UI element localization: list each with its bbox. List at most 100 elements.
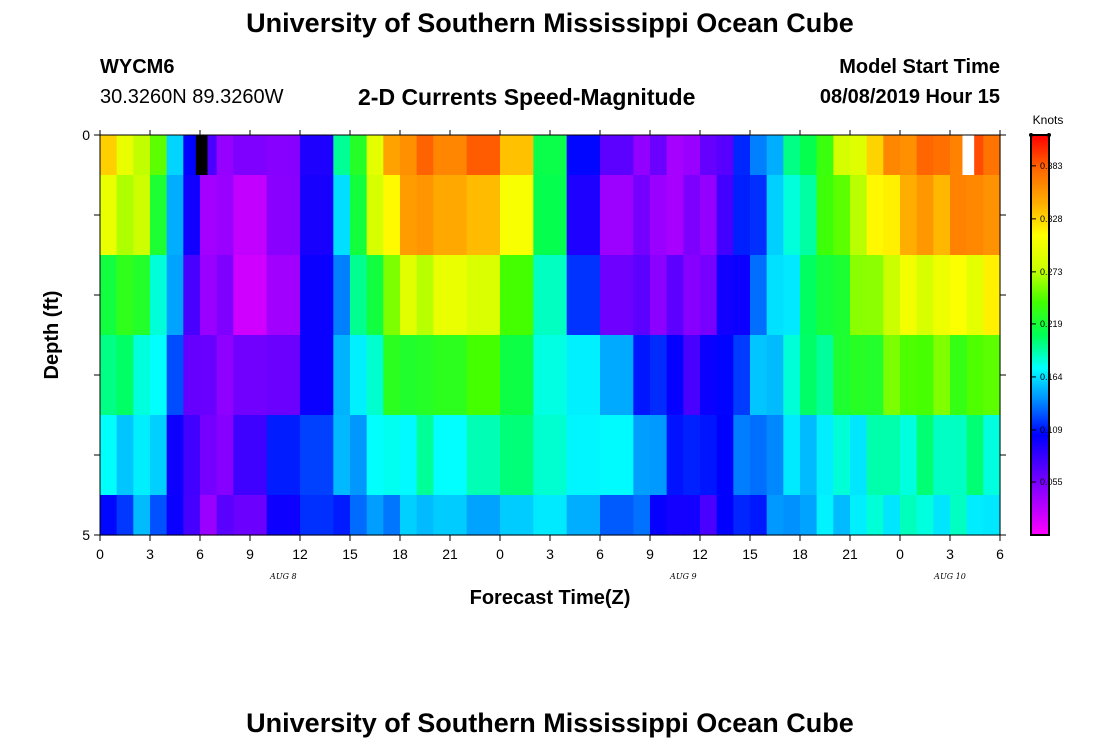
heatmap-cell <box>150 495 168 536</box>
heatmap-cell <box>633 415 651 496</box>
heatmap-cell <box>883 415 901 496</box>
heatmap-cell <box>800 495 818 536</box>
missing-cell <box>195 135 208 175</box>
heatmap-cell <box>533 335 568 416</box>
heatmap-cell <box>800 415 818 496</box>
x-tick-label: 12 <box>292 546 308 562</box>
heatmap-cell <box>150 175 168 256</box>
x-axis-title: Forecast Time(Z) <box>470 587 631 609</box>
heatmap-cell <box>666 495 684 536</box>
heatmap-cell <box>850 335 868 416</box>
heatmap-cell <box>400 495 418 536</box>
colorbar-corner-dot <box>1029 133 1033 137</box>
heatmap-cell <box>666 135 684 176</box>
heatmap-cell <box>950 175 968 256</box>
x-tick-label: 3 <box>546 546 554 562</box>
heatmap-cell <box>300 495 334 536</box>
heatmap-cell <box>100 335 118 416</box>
heatmap-cell <box>766 335 784 416</box>
heatmap-cell <box>216 135 234 176</box>
heatmap-cell <box>116 495 134 536</box>
heatmap-cell <box>733 415 751 496</box>
heatmap-cell <box>883 135 901 176</box>
heatmap-cell <box>216 415 234 496</box>
heatmap-cell <box>166 415 184 496</box>
heatmap-cell <box>333 335 351 416</box>
heatmap-cell <box>200 255 218 336</box>
heatmap-cell <box>233 335 268 416</box>
x-tick-label: 6 <box>596 546 604 562</box>
heatmap-cell <box>216 255 234 336</box>
x-tick-label: 0 <box>896 546 904 562</box>
heatmap-cell <box>116 335 134 416</box>
heatmap-cell <box>800 175 818 256</box>
heatmap-cell <box>433 135 468 176</box>
heatmap-cell <box>350 135 368 176</box>
heatmap-cell <box>266 495 301 536</box>
colorbar-tick-label: 0.328 <box>1040 214 1063 224</box>
heatmap-cell <box>866 175 884 256</box>
heatmap-cell <box>166 255 184 336</box>
heatmap-cell <box>233 415 268 496</box>
heatmap-cell <box>983 175 1001 256</box>
heatmap-cell <box>350 415 368 496</box>
heatmap-cell <box>666 415 684 496</box>
heatmap-cell <box>683 495 701 536</box>
heatmap-cell <box>933 415 951 496</box>
heatmap-cell <box>150 335 168 416</box>
heatmap-cell <box>633 135 651 176</box>
colorbar-ticks: 0.383 0.328 0.273 0.219 0.164 0.109 0.055 <box>1029 133 1063 487</box>
heatmap-cell <box>716 495 734 536</box>
colorbar-tick-label: 0.383 <box>1040 161 1063 171</box>
heatmap-cell <box>850 135 868 176</box>
heatmap-cell <box>533 415 568 496</box>
heatmap-cell <box>683 135 701 176</box>
heatmap-cell <box>383 175 401 256</box>
heatmap-cell <box>950 495 968 536</box>
heatmap-cell <box>300 335 334 416</box>
heatmap-cell <box>133 255 151 336</box>
heatmap-cell <box>416 135 434 176</box>
heatmap-cell <box>600 255 634 336</box>
heatmap-cell <box>433 495 468 536</box>
x-tick-label: 15 <box>342 546 358 562</box>
heatmap-cell <box>650 135 668 176</box>
heatmap-cell <box>116 175 134 256</box>
colorbar-gradient <box>1030 134 1050 536</box>
date-label: AUG 10 <box>933 572 966 581</box>
heatmap-cell <box>383 495 401 536</box>
heatmap-cell <box>600 335 634 416</box>
heatmap-cell <box>716 335 734 416</box>
heatmap-cell <box>466 255 501 336</box>
heatmap-cell <box>200 175 218 256</box>
heatmap-cell <box>650 255 668 336</box>
heatmap-cell <box>750 335 768 416</box>
colorbar-tick-label: 0.055 <box>1040 477 1063 487</box>
heatmap-cell <box>216 175 234 256</box>
heatmap-cell <box>500 335 534 416</box>
heatmap-cell <box>900 175 918 256</box>
heatmap-cell <box>716 135 734 176</box>
x-tick-label: 6 <box>996 546 1004 562</box>
station-id: WYCM6 <box>100 56 175 78</box>
heatmap-cell <box>866 135 884 176</box>
heatmap-cell <box>200 335 218 416</box>
heatmap-cell <box>366 495 384 536</box>
heatmap-cell <box>900 415 918 496</box>
chart-title: University of Southern Mississippi Ocean… <box>246 8 854 38</box>
heatmap-cell <box>800 335 818 416</box>
heatmap-cell <box>983 335 1001 416</box>
heatmap-cell <box>766 255 784 336</box>
heatmap-cell <box>433 175 468 256</box>
heatmap-cell <box>166 335 184 416</box>
y-axis: 05 <box>82 127 1006 543</box>
heatmap-cell <box>500 495 534 536</box>
heatmap-cell <box>900 135 918 176</box>
colorbar: Knots 0.383 0.328 0.273 0.219 0.164 0.109 0.05… <box>1029 113 1063 536</box>
heatmap-cell <box>183 335 201 416</box>
heatmap-cell <box>966 255 984 336</box>
heatmap-cell <box>900 335 918 416</box>
heatmap-cell <box>466 495 501 536</box>
heatmap-cell <box>466 135 501 176</box>
